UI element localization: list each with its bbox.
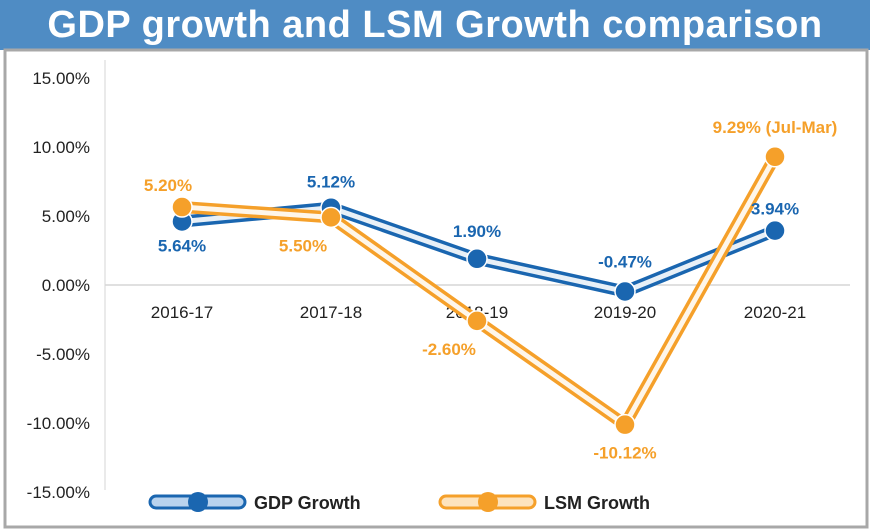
data-label: 5.20% — [144, 176, 192, 195]
data-label: 5.12% — [307, 173, 355, 192]
chart-frame — [3, 48, 869, 529]
y-tick-label: -10.00% — [27, 414, 90, 433]
data-point — [320, 206, 342, 229]
data-point — [466, 310, 488, 332]
x-tick-label: 2020-21 — [744, 303, 806, 322]
x-tick-label: 2017-18 — [300, 303, 362, 322]
data-point — [171, 196, 193, 218]
data-label: 3.94% — [751, 200, 799, 219]
series-line-outer-1 — [181, 153, 781, 431]
data-point — [466, 248, 488, 270]
series-line-inner-1 — [181, 155, 778, 428]
y-tick-label: -5.00% — [36, 345, 90, 364]
x-tick-label: 2016-17 — [151, 303, 213, 322]
y-tick-label: 0.00% — [42, 276, 90, 295]
data-point — [614, 413, 636, 436]
data-point — [764, 219, 786, 242]
y-tick-label: 5.00% — [42, 207, 90, 226]
legend-marker — [188, 492, 208, 512]
data-label: -10.12% — [593, 444, 656, 463]
data-point — [614, 280, 636, 303]
y-tick-label: 15.00% — [32, 69, 90, 88]
y-tick-label: -15.00% — [27, 483, 90, 502]
x-tick-label: 2019-20 — [594, 303, 656, 322]
data-label: 5.50% — [279, 236, 327, 255]
chart-title: GDP growth and LSM Growth comparison — [0, 0, 870, 50]
legend-label: LSM Growth — [544, 493, 650, 513]
data-label: 9.29% (Jul-Mar) — [713, 118, 838, 137]
data-label: -0.47% — [598, 252, 652, 271]
data-point — [764, 146, 786, 168]
legend-marker — [478, 492, 498, 512]
y-tick-label: 10.00% — [32, 138, 90, 157]
data-label: -2.60% — [422, 340, 476, 359]
data-label: 1.90% — [453, 222, 501, 241]
data-label: 5.64% — [158, 237, 206, 256]
legend-label: GDP Growth — [254, 493, 361, 513]
